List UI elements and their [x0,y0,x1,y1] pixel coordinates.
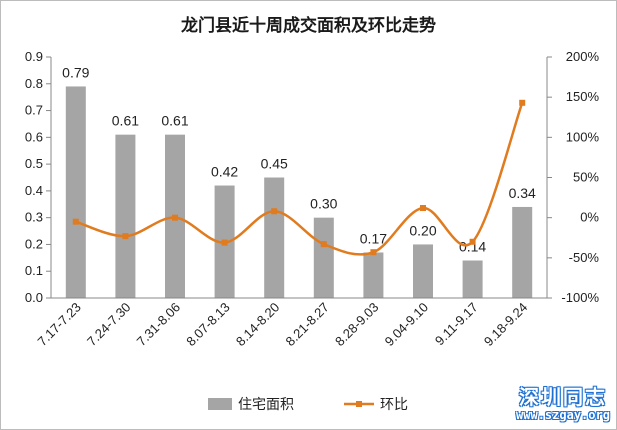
bar-value-label: 0.79 [62,64,89,80]
right-tick-label: 50% [573,170,599,185]
bar-7.24-7.30 [115,134,136,298]
bar-8.21-8.27 [313,217,334,298]
right-tick-label: 200% [566,49,600,64]
right-tick-label: 100% [566,129,600,144]
left-tick-label: 0.3 [25,210,43,225]
bar-9.11-9.17 [462,260,483,298]
category-label: 8.07-8.13 [183,300,232,349]
left-tick-label: 0.8 [25,76,43,91]
category-labels: 7.17-7.23 7.24-7.30 7.31-8.06 8.07-8.13 8.14… [34,300,530,349]
left-tick-label: 0.2 [25,236,43,251]
bar-value-label: 0.17 [360,230,387,246]
category-label: 9.18-9.24 [481,300,530,349]
huanbi-point-9.04-9.10 [420,205,426,212]
legend-label-line: 环比 [380,397,408,413]
right-axis-ticks: -100% -50% 0% 50% 100% 150% 200% [547,49,599,305]
category-label: 9.04-9.10 [382,300,431,349]
category-label: 7.24-7.30 [84,300,133,349]
bar-9.18-9.24 [512,206,533,298]
legend-swatch-point [356,401,362,407]
category-label: 8.28-9.03 [332,300,381,349]
left-tick-label: 0.5 [25,156,43,171]
huanbi-point-8.14-8.20 [271,208,278,215]
left-tick-label: 0.4 [25,183,43,198]
line-series [72,99,526,256]
left-tick-label: 0.0 [25,290,43,305]
left-tick-label: 0.9 [25,49,43,64]
category-label: 8.21-8.27 [282,300,331,349]
legend-label-bar: 住宅面积 [238,397,294,413]
bar-value-label: 0.42 [211,164,238,180]
bar-8.28-9.03 [363,252,384,298]
bar-value-label: 0.14 [459,239,486,255]
bar-value-label: 0.34 [509,185,536,201]
legend-swatch-bar [208,398,232,410]
huanbi-point-7.17-7.23 [72,218,79,225]
huanbi-point-7.31-8.06 [172,214,178,221]
category-label: 7.17-7.23 [34,300,83,349]
bar-data-labels: 0.79 0.61 0.61 0.42 0.45 0.30 0.17 0.20 0.14 0.34 [62,64,536,254]
watermark-logo: 深圳同志 www.szgay.org [513,381,613,425]
right-tick-label: -100% [561,290,599,305]
axes [50,57,548,299]
huanbi-point-8.21-8.27 [320,241,327,248]
huanbi-point-7.24-7.30 [122,233,129,240]
bar-9.04-9.10 [413,244,433,298]
huanbi-point-9.18-9.24 [519,99,526,106]
right-tick-label: -50% [569,250,600,265]
category-label: 7.31-8.06 [134,300,183,349]
category-label: 9.11-9.17 [432,300,481,349]
left-tick-label: 0.1 [25,263,43,278]
left-tick-label: 0.7 [25,103,43,118]
huanbi-point-8.07-8.13 [221,239,228,246]
category-label: 8.14-8.20 [233,300,282,349]
watermark-main: 深圳同志 [519,385,607,409]
bar-value-label: 0.30 [310,196,337,212]
huanbi-point-8.28-9.03 [370,249,377,256]
bar-value-label: 0.20 [409,222,436,238]
bar-value-label: 0.61 [112,113,139,129]
huanbi-point-9.11-9.17 [469,238,476,245]
right-tick-label: 150% [566,89,600,104]
bar-8.14-8.20 [264,177,285,298]
chart-title: 龙门县近十周成交面积及环比走势 [181,16,436,36]
bar-value-label: 0.61 [161,113,188,129]
bar-value-label: 0.45 [261,156,288,172]
huanbi-line [75,102,524,256]
legend: 住宅面积 环比 [208,397,408,413]
left-axis-ticks: 0.0 0.1 0.2 0.3 0.4 0.5 0.6 0.7 0.8 0.9 [25,49,51,305]
left-tick-label: 0.6 [25,129,43,144]
watermark-url: www.szgay.org [516,408,610,422]
bar-7.17-7.23 [65,86,86,298]
right-tick-label: 0% [580,210,599,225]
bar-series [65,86,533,298]
